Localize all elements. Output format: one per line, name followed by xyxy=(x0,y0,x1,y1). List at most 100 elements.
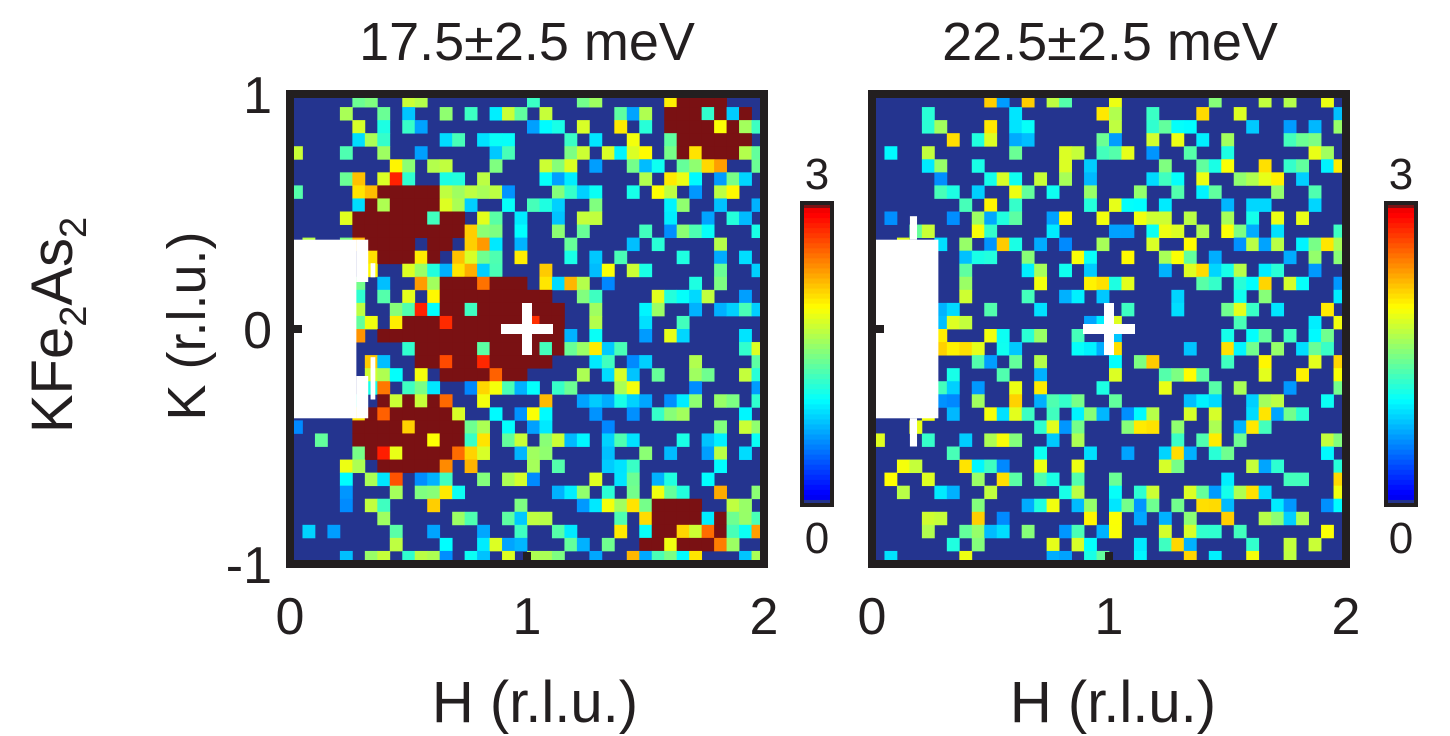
heatmap-cell xyxy=(377,407,391,421)
heatmap-cell xyxy=(1283,133,1297,147)
heatmap-cell xyxy=(464,302,478,317)
heatmap-cell xyxy=(614,120,628,134)
heatmap-cell xyxy=(364,185,378,199)
heatmap-cell xyxy=(959,276,973,291)
heatmap-cell xyxy=(1221,146,1235,160)
heatmap-cell xyxy=(959,250,973,265)
x-tick-label: 1 xyxy=(513,588,542,646)
heatmap-cell xyxy=(1158,198,1172,212)
heatmap-cell xyxy=(489,407,503,421)
heatmap-cell xyxy=(971,159,985,173)
heatmap-cell xyxy=(477,342,490,356)
heatmap-cell xyxy=(1308,355,1322,369)
heatmap-cell xyxy=(1059,172,1072,186)
heatmap-cell xyxy=(414,394,428,408)
heatmap-cell xyxy=(514,407,528,421)
heatmap-cell xyxy=(414,420,428,434)
heatmap-cell xyxy=(352,420,366,434)
heatmap-cell xyxy=(564,433,578,447)
heatmap-cell xyxy=(701,159,715,173)
heatmap-cell xyxy=(489,302,503,317)
colorbar-swatch xyxy=(1386,434,1416,441)
row-label-subscript: 2 xyxy=(53,306,95,327)
heatmap-cell xyxy=(1183,524,1197,539)
heatmap-cell xyxy=(676,433,690,447)
heatmap-cell xyxy=(514,498,528,513)
heatmap-cell xyxy=(1271,263,1285,278)
heatmap-cell xyxy=(1034,446,1048,460)
heatmap-cell xyxy=(676,198,690,212)
heatmap-cell xyxy=(884,472,898,487)
heatmap-cell xyxy=(377,224,391,239)
heatmap-cell xyxy=(1046,537,1060,552)
heatmap-cell xyxy=(551,485,565,500)
heatmap-cell xyxy=(1221,342,1235,356)
heatmap-cell xyxy=(664,172,678,186)
heatmap-cell xyxy=(339,472,353,487)
heatmap-cell xyxy=(464,329,478,343)
heatmap-cell xyxy=(1171,420,1185,434)
heatmap-cell xyxy=(1158,159,1172,173)
heatmap-cell xyxy=(714,276,727,291)
heatmap-cell xyxy=(1196,276,1210,291)
heatmap-cell xyxy=(1146,172,1160,186)
heatmap-cell xyxy=(1158,537,1172,552)
heatmap-cell xyxy=(527,472,540,487)
heatmap-cell xyxy=(984,250,998,265)
heatmap-cell xyxy=(502,302,515,317)
heatmap-cell xyxy=(477,315,490,330)
heatmap-cell xyxy=(726,511,740,526)
heatmap-cell xyxy=(689,146,703,160)
heatmap-cell xyxy=(539,342,553,356)
colorbar-swatch xyxy=(1386,283,1416,290)
heatmap-cell xyxy=(1221,198,1235,212)
colorbar-swatch xyxy=(1386,213,1416,219)
heatmap-cell xyxy=(714,107,727,121)
heatmap-cell xyxy=(1246,211,1260,225)
heatmap-panel-left: 17.5±2.5 meV 0 1 2-101 H (r.l.u.) K (r.l.u… xyxy=(157,12,834,735)
heatmap-cell xyxy=(414,407,428,421)
heatmap-cell xyxy=(1071,250,1085,265)
heatmap-cell xyxy=(726,120,740,134)
heatmap-cell xyxy=(427,250,441,265)
heatmap-cell xyxy=(1109,511,1122,526)
heatmap-cell xyxy=(551,198,565,212)
heatmap-cell xyxy=(589,498,603,513)
colorbar-swatch xyxy=(802,424,832,431)
heatmap-cell xyxy=(1034,329,1048,343)
heatmap-cell xyxy=(651,498,665,513)
heatmap-cell xyxy=(389,459,403,474)
heatmap-cell xyxy=(1171,459,1185,474)
heatmap-cell xyxy=(1121,498,1135,513)
colorbar-swatch xyxy=(1386,409,1416,415)
heatmap-cell xyxy=(726,537,740,552)
colorbar: 30 xyxy=(800,150,834,563)
heatmap-cell xyxy=(1133,198,1147,212)
heatmap-cell xyxy=(884,146,898,160)
heatmap-cell xyxy=(726,211,740,225)
heatmap-cell xyxy=(377,172,391,186)
heatmap-cell xyxy=(576,498,590,513)
heatmap-cell xyxy=(1046,407,1060,421)
heatmap-cell xyxy=(1258,263,1272,278)
heatmap-cell xyxy=(1021,133,1035,147)
heatmap-cell xyxy=(439,368,453,382)
heatmap-cell xyxy=(1246,420,1260,434)
colorbar-swatch xyxy=(802,499,832,506)
heatmap-cell xyxy=(464,315,478,330)
heatmap-cell xyxy=(626,498,640,513)
heatmap-cell xyxy=(514,107,528,121)
heatmap-cell xyxy=(664,146,678,160)
heatmap-cell xyxy=(676,120,690,134)
x-tick-mark xyxy=(286,552,294,562)
heatmap-cell xyxy=(414,446,428,460)
heatmap-cell xyxy=(389,420,403,434)
axis-ticks: 0 1 2 xyxy=(858,325,1360,646)
heatmap-cell xyxy=(514,276,528,291)
heatmap-cell xyxy=(1121,302,1135,317)
heatmap-cell xyxy=(946,342,960,356)
heatmap-cell xyxy=(402,120,416,134)
heatmap-cell xyxy=(1246,537,1260,552)
heatmap-cell xyxy=(996,511,1010,526)
heatmap-cell xyxy=(1258,459,1272,474)
